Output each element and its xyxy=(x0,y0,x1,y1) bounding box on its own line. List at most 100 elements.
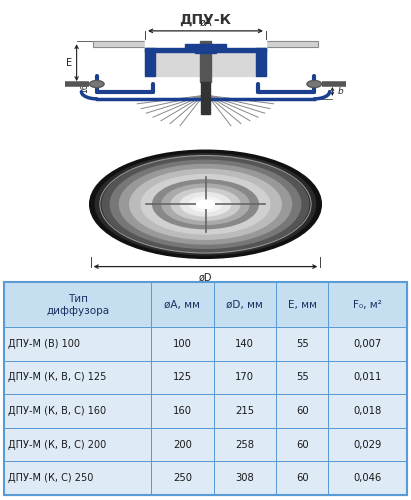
Bar xyxy=(93,42,318,47)
Bar xyxy=(214,462,276,495)
Text: øD: øD xyxy=(199,272,212,282)
Bar xyxy=(214,462,276,495)
Text: øA, мм: øA, мм xyxy=(164,300,200,310)
Text: 100: 100 xyxy=(173,339,192,349)
Circle shape xyxy=(162,184,249,224)
Text: 55: 55 xyxy=(296,372,309,382)
Circle shape xyxy=(189,197,222,212)
Bar xyxy=(328,327,407,360)
Text: 0,029: 0,029 xyxy=(353,440,382,450)
Text: 60: 60 xyxy=(296,406,309,416)
Text: 0,007: 0,007 xyxy=(353,339,382,349)
Bar xyxy=(4,394,151,428)
Bar xyxy=(214,282,276,327)
Bar xyxy=(214,282,276,327)
Bar xyxy=(276,282,328,327)
Circle shape xyxy=(102,156,309,252)
Bar xyxy=(276,462,328,495)
Text: ДПУ-М (К, В, С) 125: ДПУ-М (К, В, С) 125 xyxy=(8,372,106,382)
Bar xyxy=(276,428,328,462)
Bar xyxy=(214,327,276,360)
Text: 125: 125 xyxy=(173,372,192,382)
Circle shape xyxy=(307,80,321,87)
Bar xyxy=(93,42,318,47)
Bar xyxy=(328,282,407,327)
Bar xyxy=(328,394,407,428)
Bar xyxy=(151,428,214,462)
Bar xyxy=(145,48,155,76)
Bar xyxy=(151,282,214,327)
Bar xyxy=(145,48,206,52)
Bar xyxy=(328,428,407,462)
Bar xyxy=(4,462,151,495)
Bar xyxy=(214,360,276,394)
Circle shape xyxy=(95,154,316,255)
Bar xyxy=(328,462,407,495)
Bar xyxy=(206,48,266,52)
Bar xyxy=(4,462,151,495)
Bar xyxy=(276,428,328,462)
Text: E: E xyxy=(66,58,72,68)
Text: 0,018: 0,018 xyxy=(353,406,382,416)
Bar xyxy=(151,428,214,462)
Bar xyxy=(328,360,407,394)
Text: ДПУ-М (К, С) 250: ДПУ-М (К, С) 250 xyxy=(8,473,94,483)
Bar xyxy=(328,428,407,462)
Bar xyxy=(214,327,276,360)
Bar xyxy=(200,42,211,82)
Bar xyxy=(276,394,328,428)
Text: ДПУ-К: ДПУ-К xyxy=(180,13,231,27)
Text: 0,046: 0,046 xyxy=(353,473,382,483)
Bar xyxy=(328,462,407,495)
Text: E, мм: E, мм xyxy=(288,300,316,310)
Circle shape xyxy=(91,151,320,258)
Bar xyxy=(4,428,151,462)
Circle shape xyxy=(196,200,215,208)
Text: 250: 250 xyxy=(173,473,192,483)
Text: 16: 16 xyxy=(80,84,89,93)
Bar xyxy=(151,327,214,360)
Text: 0,011: 0,011 xyxy=(353,372,382,382)
Bar xyxy=(214,360,276,394)
Bar xyxy=(4,360,151,394)
Bar xyxy=(256,48,266,76)
Text: 258: 258 xyxy=(235,440,254,450)
Bar xyxy=(145,48,206,76)
Bar xyxy=(276,360,328,394)
Text: 200: 200 xyxy=(173,440,192,450)
Bar xyxy=(328,282,407,327)
Text: 308: 308 xyxy=(236,473,254,483)
Bar xyxy=(214,394,276,428)
Bar xyxy=(4,327,151,360)
Text: ДПУ-М (В) 100: ДПУ-М (В) 100 xyxy=(8,339,80,349)
Bar xyxy=(4,360,151,394)
Bar xyxy=(151,394,214,428)
Bar xyxy=(276,327,328,360)
Text: ДПУ-М (К, В, С) 200: ДПУ-М (К, В, С) 200 xyxy=(8,440,106,450)
Bar xyxy=(328,360,407,394)
Bar xyxy=(328,394,407,428)
Text: 55: 55 xyxy=(296,339,309,349)
Text: 170: 170 xyxy=(235,372,254,382)
Text: øA: øA xyxy=(199,18,212,28)
Circle shape xyxy=(110,160,301,248)
Bar xyxy=(185,44,226,48)
Circle shape xyxy=(120,164,291,244)
Bar xyxy=(214,428,276,462)
Bar xyxy=(214,428,276,462)
Circle shape xyxy=(198,200,209,206)
Bar xyxy=(276,462,328,495)
Text: 160: 160 xyxy=(173,406,192,416)
Bar xyxy=(276,282,328,327)
Text: øD, мм: øD, мм xyxy=(226,300,263,310)
Bar xyxy=(276,360,328,394)
Bar xyxy=(276,327,328,360)
Bar xyxy=(151,360,214,394)
Circle shape xyxy=(171,188,240,220)
Bar xyxy=(151,394,214,428)
Bar xyxy=(4,394,151,428)
Bar xyxy=(151,462,214,495)
Bar xyxy=(196,48,216,52)
Bar xyxy=(4,428,151,462)
Bar xyxy=(276,394,328,428)
